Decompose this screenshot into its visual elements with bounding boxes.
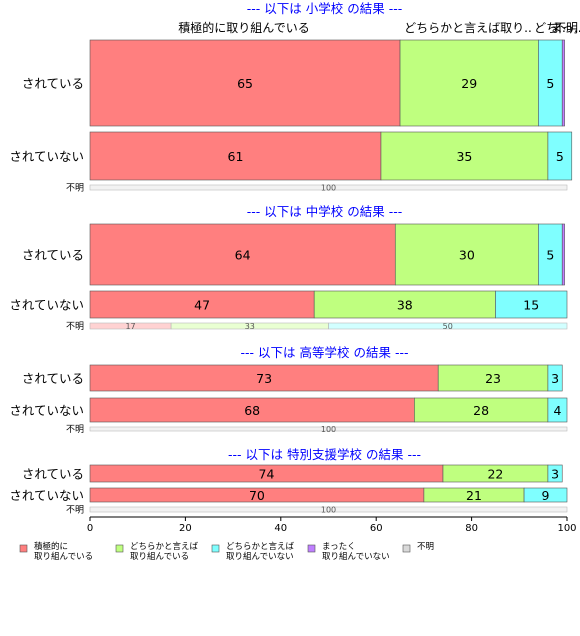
bar-1-1-2 [495,290,568,319]
legend-swatch-4 [402,544,411,553]
legend-swatch-1 [115,544,124,553]
top-label-3: まっ.. [550,21,580,35]
bar-1-0-0 [89,223,396,286]
value-label-3-1-2: 9 [542,488,550,503]
bar-0-1-0 [89,131,382,181]
top-label-2: どち.. [534,21,566,35]
value-label-2-2-4: 100 [321,425,336,434]
row-label-1-0: されている [22,248,84,263]
bar-2-0-0 [89,364,439,392]
value-label-3-0-0: 74 [259,467,275,482]
value-label-1-0-0: 64 [235,248,251,263]
top-label-1: どちらかと言えば取り.. [404,21,532,35]
value-label-0-0-2: 5 [546,76,554,91]
panel-title-3: --- 以下は 特別支援学校 の結果 --- [228,447,421,462]
value-label-2-1-1: 28 [473,403,489,418]
panel-title-1: --- 以下は 中学校 の結果 --- [247,204,402,219]
row-label-0-2: 不明 [66,183,84,194]
bar-1-0-1 [394,223,539,286]
bar-0-2-4 [89,184,568,191]
legend-label-1-line2: 取り組んでいる [130,551,189,562]
legend-label-0-line2: 取り組んでいる [34,551,93,562]
row-label-2-0: されている [22,371,84,386]
top-label-0: 積極的に取り組んでいる [178,20,309,35]
row-label-3-0: されている [22,467,84,482]
bar-1-1-0 [89,290,315,319]
row-label-0-1: されていない [9,149,84,164]
legend-swatch-2 [211,544,220,553]
legend-label-3-line1: まったく [322,542,356,552]
bar-1-1-1 [313,290,496,319]
bar-2-1-0 [89,397,415,423]
legend-label-0-line1: 積極的に [34,541,68,552]
bar-3-0-2 [547,464,563,483]
legend-swatch-0 [19,544,28,553]
value-label-2-1-2: 4 [553,403,561,418]
row-label-3-1: されていない [9,488,84,503]
bar-0-1-2 [547,131,573,181]
bar-2-2-4 [89,426,568,432]
top-label-4: 不明 [554,21,578,35]
value-label-0-2-4: 100 [321,184,336,193]
value-label-1-2-2: 50 [443,322,453,331]
value-label-1-2-0: 17 [125,322,135,331]
legend-label-2-line1: どちらかと言えば [226,541,295,552]
panel-title-2: --- 以下は 高等学校 の結果 --- [241,345,409,360]
x-tick-label-1: 20 [179,523,192,534]
value-label-0-0-1: 29 [461,76,477,91]
row-label-0-0: されている [22,76,84,91]
x-tick-label-0: 0 [87,523,93,534]
row-label-2-1: されていない [9,403,84,418]
bar-1-0-3 [561,223,565,286]
bar-0-0-0 [89,39,401,127]
value-label-0-1-1: 35 [456,149,472,164]
value-label-1-1-0: 47 [194,298,210,313]
bar-1-2-2 [328,322,568,330]
bar-2-0-2 [547,364,563,392]
value-label-1-0-2: 5 [546,248,554,263]
value-label-1-2-1: 33 [245,322,255,331]
x-tick-label-5: 100 [557,523,576,534]
value-label-0-0-0: 65 [237,76,253,91]
value-label-2-0-0: 73 [256,371,272,386]
value-label-1-1-1: 38 [397,298,413,313]
panel-title-0: --- 以下は 小学校 の結果 --- [247,1,402,16]
value-label-0-1-2: 5 [556,149,564,164]
legend-label-3-line2: 取り組んでいない [322,551,390,562]
row-label-2-2: 不明 [66,424,84,435]
value-label-0-1-0: 61 [228,149,244,164]
value-label-3-1-1: 21 [466,488,482,503]
value-label-1-1-2: 15 [523,298,539,313]
bar-0-0-3 [561,39,565,127]
x-tick-label-2: 40 [274,523,287,534]
legend-label-2-line2: 取り組んでいない [226,551,294,562]
value-label-3-1-0: 70 [249,488,265,503]
bar-3-1-2 [523,487,568,503]
value-label-3-0-1: 22 [487,467,503,482]
x-tick-label-4: 80 [465,523,478,534]
bar-2-1-1 [414,397,549,423]
value-label-1-0-1: 30 [459,248,475,263]
row-label-1-1: されていない [9,298,84,313]
legend-label-4-line1: 不明 [417,542,434,552]
value-label-3-0-2: 3 [551,467,559,482]
value-label-2-0-1: 23 [485,371,501,386]
value-label-3-2-4: 100 [321,506,336,515]
legend-label-1-line1: どちらかと言えば [130,541,199,552]
row-label-1-2: 不明 [66,321,84,332]
legend-swatch-3 [307,544,316,553]
bar-3-2-4 [89,506,568,513]
row-label-3-2: 不明 [66,505,84,516]
x-tick-label-3: 60 [370,523,383,534]
value-label-2-1-0: 68 [244,403,260,418]
value-label-2-0-2: 3 [551,371,559,386]
bar-2-1-2 [547,397,568,423]
bar-2-0-1 [437,364,549,392]
